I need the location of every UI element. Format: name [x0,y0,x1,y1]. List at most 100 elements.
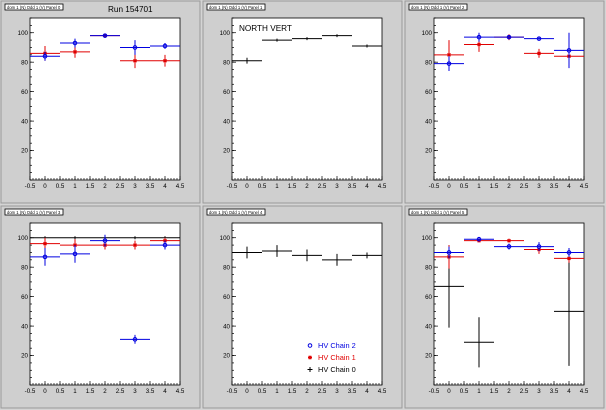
marker-open-circle [476,236,482,242]
x-tick-label: 3.5 [146,388,155,395]
x-tick-label: 2.5 [318,183,327,190]
x-tick-label: 2.5 [520,183,529,190]
data-point-chain2 [434,246,464,259]
y-tick-label: 40 [21,323,28,330]
pad-title-box [206,3,266,11]
x-tick-label: 1 [73,183,77,190]
x-tick-label: 2.5 [116,183,125,190]
marker-open-circle [102,238,108,243]
x-tick-label: 1 [477,183,481,190]
y-tick-label: 100 [18,30,29,37]
data-point-chain2 [494,243,524,250]
x-tick-label: 1 [73,388,77,395]
y-tick-label: 20 [223,148,230,155]
data-point-chain1 [120,53,150,69]
marker-open-circle [566,48,572,53]
marker-open-circle [536,36,542,41]
marker-open-circle [42,53,48,59]
y-tick-label: 60 [223,89,230,96]
y-tick-label: 60 [21,294,28,301]
pad-title: dom 1 (N) Odd 1 (V) Panel 2 [411,5,465,10]
x-tick-label: 2.5 [116,388,125,395]
marker-star [163,238,167,243]
data-point-chain0 [262,38,292,42]
x-tick-label: 0 [245,183,249,190]
data-point-chain2 [464,32,494,42]
x-tick-label: 3.5 [146,183,155,190]
x-tick-label: 1 [275,388,279,395]
x-tick-label: 4.5 [580,388,589,395]
x-tick-label: -0.5 [227,388,238,395]
marker-star [477,42,481,47]
plot-area [433,222,585,386]
y-tick-label: 60 [223,294,230,301]
x-tick-label: 3 [537,388,541,395]
data-point-chain2 [150,43,180,49]
x-tick-label: 0 [43,183,47,190]
y-tick-label: 100 [18,235,29,242]
x-tick-label: 4 [163,183,167,190]
marker-star [447,52,451,57]
data-point-chain0 [232,246,262,259]
pad-title: dom 1 (N) Odd 1 (V) Panel 4 [209,210,263,215]
pad-title: dom 1 (N) Odd 1 (V) Panel 1 [209,5,263,10]
x-tick-label: -0.5 [429,388,440,395]
data-point-chain2 [494,34,524,40]
data-point-chain2 [90,234,120,247]
data-point-chain0 [554,256,584,366]
chart-panel-3: dom 1 (N) Odd 1 (V) Panel 3 -0.5 0 0.5 1 1.5 2… [0,205,201,409]
x-tick-label: 3.5 [348,183,357,190]
marker-star [537,51,541,56]
data-point-chain0 [352,252,382,259]
chart-panel-1: dom 1 (N) Odd 1 (V) Panel 1 -0.5 0 0.5 1 1.5 2… [202,0,403,204]
data-point-chain1 [150,54,180,67]
x-tick-label: 4 [365,388,369,395]
chart-annotation: Run 154701 [108,5,153,14]
data-point-chain0 [464,317,494,368]
marker-star [73,243,77,248]
x-tick-label: 2 [103,183,107,190]
x-tick-label: 3 [133,388,137,395]
data-point-chain2 [30,51,60,61]
x-tick-label: 4.5 [580,183,589,190]
marker-star [133,58,137,63]
pad-title-box [206,208,266,216]
x-tick-label: 0.5 [258,388,267,395]
marker-open-circle [42,254,48,260]
y-tick-label: 100 [220,235,231,242]
y-tick-label: 80 [223,264,230,271]
x-tick-label: 0.5 [56,388,65,395]
x-tick-label: 4.5 [378,183,387,190]
legend-marker-plus [307,367,313,372]
data-point-chain2 [434,56,464,72]
x-tick-label: 1.5 [288,388,297,395]
y-tick-label: 80 [21,59,28,66]
x-tick-label: 2 [507,183,511,190]
marker-open-circle [506,34,512,40]
pad-title-box [408,3,468,11]
y-tick-label: 80 [425,264,432,271]
chart-panel-4: dom 1 (N) Odd 1 (V) Panel 4 -0.5 0 0.5 1 1.5 2… [202,205,403,409]
marker-star [133,243,137,248]
y-tick-label: 20 [425,353,432,360]
marker-open-circle [446,250,452,255]
y-tick-label: 40 [425,118,432,125]
data-point-chain0 [232,57,262,64]
pad-title: dom 1 (N) Odd 1 (V) Panel 0 [7,5,61,10]
data-point-chain0 [322,253,352,266]
plot-area [29,17,181,181]
marker-open-circle [536,244,542,249]
data-point-chain2 [524,36,554,41]
pad-title-box [4,3,64,11]
x-tick-label: 4.5 [176,183,185,190]
data-point-chain0 [322,34,352,38]
marker-star [163,58,167,63]
marker-open-circle [132,337,138,342]
x-tick-label: 1.5 [86,183,95,190]
data-point-chain0 [120,236,150,240]
data-point-chain2 [554,32,584,69]
x-tick-label: 3.5 [348,388,357,395]
legend-label: HV Chain 2 [318,341,356,350]
y-tick-label: 40 [21,118,28,125]
